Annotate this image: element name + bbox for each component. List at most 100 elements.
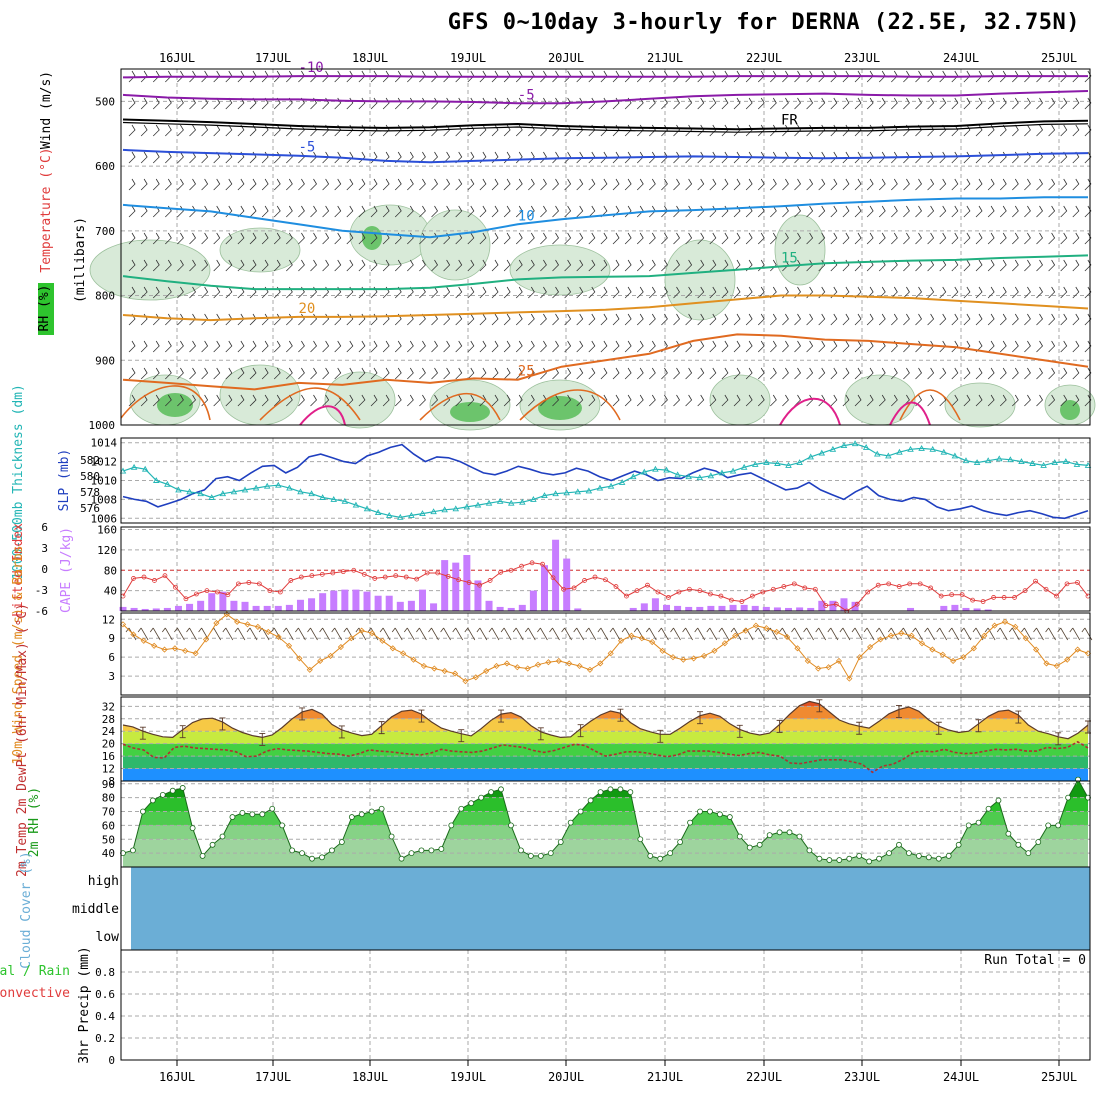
temperature-contour	[122, 196, 1088, 239]
lifted-index-marker	[173, 584, 178, 590]
temperature-contour	[122, 148, 1089, 164]
wind-barb	[806, 394, 814, 407]
day-label-top: 22JUL	[746, 51, 782, 65]
rh-marker	[846, 855, 853, 862]
wind-barb	[806, 205, 814, 218]
wind10m-marker	[524, 665, 531, 672]
temperature-contour	[122, 118, 1089, 131]
wind10m-marker	[784, 633, 791, 641]
wind10m-marker	[690, 655, 697, 662]
wind-barb	[576, 151, 584, 164]
thickness-marker	[718, 469, 726, 476]
temperature-contour	[122, 294, 1089, 322]
wind-barb	[733, 367, 741, 380]
wind10m-barb	[416, 627, 427, 641]
wind-barb	[685, 97, 693, 110]
wind-barb	[757, 340, 765, 353]
wind-barb	[358, 340, 366, 353]
wind-barb	[503, 340, 511, 353]
wind-barb	[903, 205, 910, 218]
wind-barb	[685, 232, 693, 245]
rh-marker	[925, 854, 932, 861]
wind-barb	[140, 367, 148, 380]
wind-barb	[1072, 340, 1080, 353]
wind-barb	[443, 178, 451, 191]
wind-barb	[733, 124, 741, 137]
wind-barb	[1024, 178, 1031, 191]
wind-barb	[1048, 313, 1056, 326]
wind-barb	[298, 178, 305, 191]
wind-barb	[1084, 70, 1092, 83]
wind10m-barb	[597, 627, 609, 641]
wind-barb	[1036, 205, 1044, 218]
wind-barb	[963, 151, 971, 164]
wind-barb	[455, 394, 463, 407]
cape-bar	[529, 590, 537, 611]
wind-barb	[479, 97, 487, 110]
wind-barb	[612, 232, 620, 245]
thickness-marker	[829, 445, 837, 452]
wind-barb	[999, 313, 1007, 326]
lifted-index-marker	[886, 581, 892, 587]
wind-barb	[745, 286, 753, 299]
wind-barb	[1012, 124, 1019, 137]
wind-tick-label: 12	[102, 613, 115, 626]
wind10m-barb	[186, 627, 197, 641]
wind-barb	[213, 394, 221, 407]
wind-barb	[322, 340, 330, 353]
wind-barb	[358, 367, 366, 380]
wind-barb	[903, 178, 910, 191]
wind-barb	[177, 340, 184, 353]
wind-barb	[576, 394, 584, 407]
wind-barb	[891, 367, 898, 380]
wind-barb	[891, 394, 898, 407]
cape-bar	[197, 600, 205, 611]
wind-barb	[140, 394, 148, 407]
wind-barb	[261, 124, 269, 137]
wind-barb	[709, 394, 717, 407]
cape-bar	[363, 591, 371, 611]
rh-marker	[836, 857, 843, 863]
thickness-marker	[208, 494, 216, 500]
wind-barb	[588, 232, 596, 245]
lifted-index-marker	[183, 596, 189, 602]
wind10m-barb	[887, 627, 899, 641]
wind-barb	[503, 394, 511, 407]
slp-axis-title: SLP (mb)	[57, 449, 72, 512]
wind-barb	[479, 286, 487, 299]
wind10m-barb	[464, 627, 476, 641]
wind-barb	[249, 178, 257, 191]
thickness-marker	[341, 497, 349, 504]
wind-barb	[951, 259, 959, 272]
wind-barb	[927, 97, 935, 110]
wind-barb	[624, 394, 632, 407]
rh-marker	[498, 786, 504, 793]
wind-barb	[165, 124, 172, 137]
wind-barb	[927, 313, 935, 326]
wind-barb	[467, 97, 475, 110]
wind-barb	[273, 313, 281, 326]
thickness-marker	[807, 453, 814, 460]
rh-shading	[664, 239, 736, 321]
wind-barb	[201, 259, 209, 272]
rh-marker	[259, 811, 266, 818]
wind-barb	[770, 394, 777, 407]
wind-barb	[322, 178, 330, 191]
lifted-index-marker	[445, 573, 451, 579]
wind-barb	[1024, 232, 1031, 245]
wind-barb	[842, 313, 850, 326]
cape-bar	[285, 604, 293, 611]
lifted-index-marker	[277, 589, 283, 595]
wind-barb	[370, 151, 378, 164]
thickness-marker	[973, 459, 981, 466]
wind-barb	[394, 124, 402, 137]
cape-tick-label: 120	[97, 544, 117, 557]
temperature-contour	[122, 90, 1089, 105]
wind-barb	[564, 340, 572, 353]
thickness-marker	[419, 510, 426, 517]
wind-barb	[963, 178, 971, 191]
rh-tick-label: 60	[102, 819, 115, 832]
cape-bar	[474, 580, 482, 611]
wind-barb	[128, 286, 136, 299]
temp-minmax-bar	[299, 707, 306, 721]
